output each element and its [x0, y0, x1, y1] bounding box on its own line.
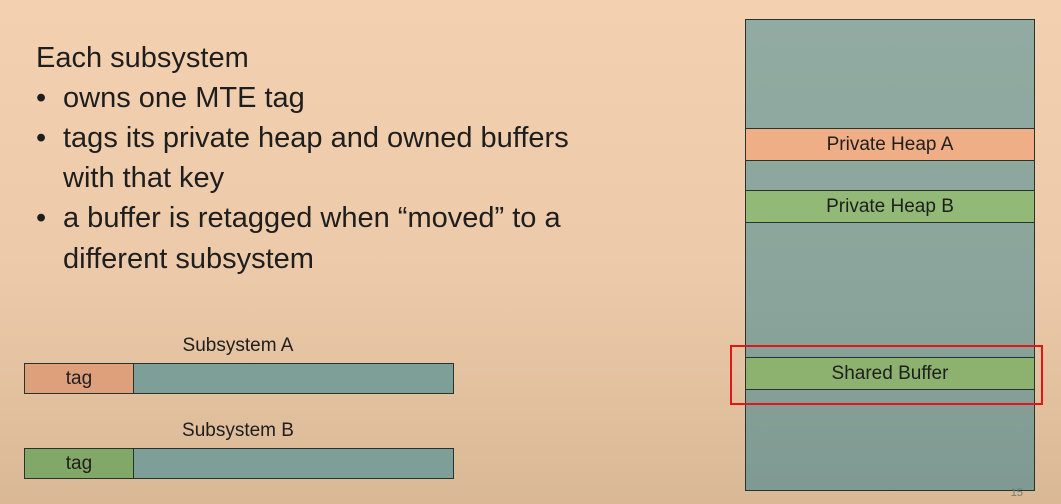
- bullet-1-line-1: owns one MTE tag: [63, 82, 305, 114]
- bullet-2-line-2: with that key: [63, 162, 225, 194]
- shared-buffer-highlight: [730, 345, 1043, 405]
- private-heap-b-region: Private Heap B: [745, 190, 1035, 223]
- memory-column: [745, 19, 1035, 491]
- bullet-3-line-2: different subsystem: [63, 243, 314, 275]
- subsystem-a-memory: [134, 364, 453, 393]
- subsystem-a-tag: tag: [25, 364, 134, 393]
- bullet-2: • tags its private heap and owned buffers: [36, 118, 569, 158]
- subsystem-a-label: Subsystem A: [182, 335, 294, 356]
- subsystem-a-bar: tag: [24, 363, 454, 394]
- bullet-marker: •: [36, 82, 47, 114]
- bullet-marker: •: [36, 122, 47, 154]
- slide-number: 15: [1010, 487, 1023, 499]
- private-heap-a-region: Private Heap A: [745, 128, 1035, 161]
- shared-buffer-region: Shared Buffer: [745, 357, 1035, 390]
- subsystem-b-bar: tag: [24, 448, 454, 479]
- subsystem-b-memory: [134, 449, 453, 478]
- slide-heading: Each subsystem: [36, 42, 249, 74]
- subsystem-b-label: Subsystem B: [182, 420, 294, 441]
- bullet-marker: •: [36, 202, 47, 234]
- bullet-2-line-1: tags its private heap and owned buffers: [63, 122, 569, 154]
- subsystem-b-tag: tag: [25, 449, 134, 478]
- bullet-1: • owns one MTE tag: [36, 78, 305, 118]
- bullet-3-line-1: a buffer is retagged when “moved” to a: [63, 202, 561, 234]
- bullet-3: • a buffer is retagged when “moved” to a: [36, 198, 561, 238]
